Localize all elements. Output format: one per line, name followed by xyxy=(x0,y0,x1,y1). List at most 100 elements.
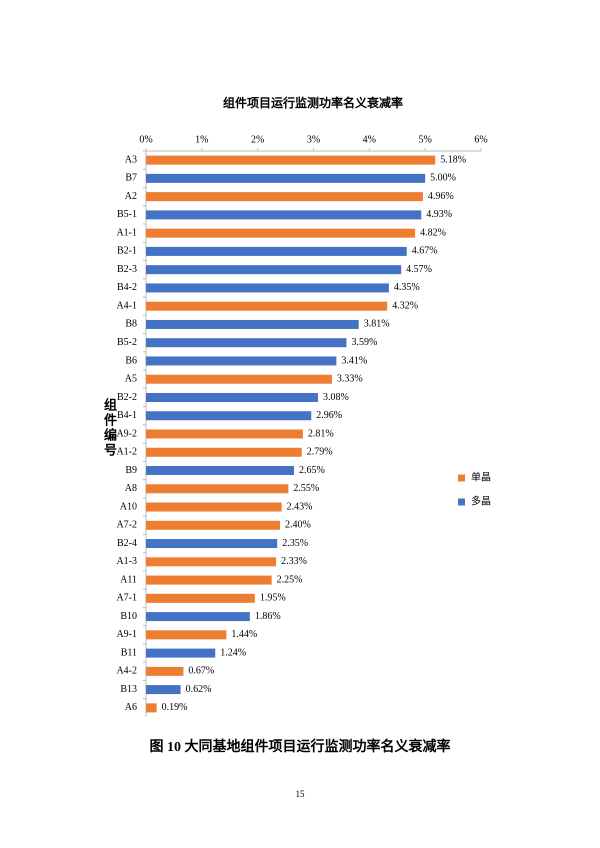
x-tick-label: 6% xyxy=(474,134,487,145)
y-tick-label: B2-1 xyxy=(117,246,137,257)
y-tick-label: A4-1 xyxy=(116,300,137,311)
value-label: 0.19% xyxy=(162,702,188,713)
bar xyxy=(146,374,332,384)
x-tick-label: 2% xyxy=(251,134,264,145)
bar xyxy=(146,392,318,402)
bar xyxy=(146,246,407,256)
y-tick-label: B11 xyxy=(121,647,137,658)
y-tick-label: A6 xyxy=(125,702,137,713)
bar xyxy=(146,283,389,293)
bar xyxy=(146,447,302,457)
value-label: 2.65% xyxy=(299,465,325,476)
y-tick-label: B4-2 xyxy=(117,282,137,293)
y-tick-label: B10 xyxy=(120,611,137,622)
value-label: 2.81% xyxy=(308,428,334,439)
value-label: 4.93% xyxy=(426,209,452,220)
x-tick-label: 1% xyxy=(195,134,208,145)
bar xyxy=(146,557,277,567)
value-label: 4.67% xyxy=(412,246,438,257)
value-label: 1.95% xyxy=(260,593,286,604)
y-tick-label: A11 xyxy=(120,574,137,585)
legend-label: 单晶 xyxy=(471,471,491,483)
value-label: 3.08% xyxy=(323,392,349,403)
y-tick-label: B9 xyxy=(125,465,137,476)
legend-swatch xyxy=(458,498,465,506)
bar xyxy=(146,575,272,585)
value-label: 3.81% xyxy=(364,319,390,330)
bar xyxy=(146,319,359,329)
value-label: 1.44% xyxy=(231,629,257,640)
y-tick-label: B2-2 xyxy=(117,392,137,403)
y-tick-label: A5 xyxy=(125,374,137,385)
y-tick-label: B4-1 xyxy=(117,410,137,421)
x-tick-label: 0% xyxy=(139,134,152,145)
x-tick-label: 5% xyxy=(418,134,431,145)
bar xyxy=(146,502,282,512)
value-label: 2.33% xyxy=(281,556,307,567)
bar xyxy=(146,666,184,676)
y-tick-label: A4-2 xyxy=(116,666,137,677)
value-label: 0.62% xyxy=(186,684,212,695)
legend-label: 多晶 xyxy=(471,494,491,507)
legend-swatch xyxy=(458,474,465,482)
y-tick-label: B7 xyxy=(125,173,137,184)
bar xyxy=(146,411,312,421)
bar xyxy=(146,356,337,366)
y-tick-label: A1-1 xyxy=(116,227,137,238)
bar xyxy=(146,173,426,183)
value-label: 3.59% xyxy=(351,337,377,348)
bar xyxy=(146,155,436,165)
y-tick-label: A2 xyxy=(125,191,137,202)
y-tick-label: A8 xyxy=(125,483,137,494)
value-label: 4.57% xyxy=(406,264,432,275)
bar xyxy=(146,466,294,476)
y-tick-label: B5-2 xyxy=(117,337,137,348)
value-label: 2.96% xyxy=(316,410,342,421)
bar xyxy=(146,685,181,695)
bar xyxy=(146,484,289,494)
bar xyxy=(146,648,216,658)
value-label: 4.82% xyxy=(420,227,446,238)
y-tick-label: B2-4 xyxy=(117,538,137,549)
value-label: 4.32% xyxy=(392,300,418,311)
bar xyxy=(146,703,157,713)
bar xyxy=(146,429,303,439)
value-label: 2.43% xyxy=(287,501,313,512)
bar xyxy=(146,301,388,311)
y-tick-label: B2-3 xyxy=(117,264,137,275)
bar xyxy=(146,612,250,622)
value-label: 5.18% xyxy=(440,154,466,165)
y-tick-label: A9-2 xyxy=(116,428,137,439)
value-label: 2.79% xyxy=(307,447,333,458)
value-label: 3.33% xyxy=(337,374,363,385)
y-tick-label: A1-3 xyxy=(116,556,137,567)
bar xyxy=(146,338,347,348)
y-tick-label: B6 xyxy=(125,355,137,366)
x-tick-label: 3% xyxy=(307,134,320,145)
value-label: 2.35% xyxy=(282,538,308,549)
y-tick-label: B13 xyxy=(120,684,137,695)
y-tick-label: B8 xyxy=(125,319,137,330)
y-tick-label: B5-1 xyxy=(117,209,137,220)
value-label: 1.86% xyxy=(255,611,281,622)
value-label: 0.67% xyxy=(188,666,214,677)
bar xyxy=(146,520,280,530)
bar xyxy=(146,192,423,202)
value-label: 5.00% xyxy=(430,173,456,184)
bar xyxy=(146,593,255,603)
y-tick-label: A9-1 xyxy=(116,629,137,640)
y-tick-label: A7-1 xyxy=(116,593,137,604)
value-label: 2.25% xyxy=(277,574,303,585)
bar xyxy=(146,265,402,275)
value-label: 1.24% xyxy=(220,647,246,658)
y-tick-label: A1-2 xyxy=(116,447,137,458)
value-label: 4.35% xyxy=(394,282,420,293)
bar xyxy=(146,539,278,549)
value-label: 2.40% xyxy=(285,520,311,531)
y-tick-label: A10 xyxy=(120,501,137,512)
value-label: 2.55% xyxy=(293,483,319,494)
bar xyxy=(146,210,422,220)
bar xyxy=(146,630,227,640)
bar xyxy=(146,228,416,238)
value-label: 4.96% xyxy=(428,191,454,202)
